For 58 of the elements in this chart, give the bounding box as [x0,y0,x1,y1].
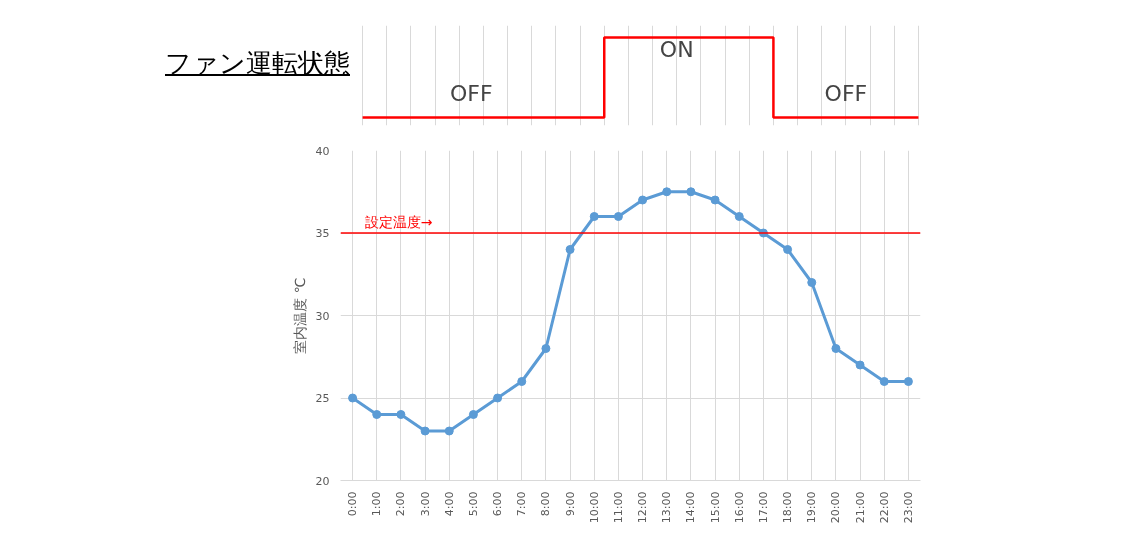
point [807,278,817,287]
point [372,410,382,419]
y-axis-title: 室内温度 ℃ [291,277,308,354]
point [565,245,575,254]
point [517,377,527,386]
point [589,212,599,221]
y-tick-label: 40 [315,144,330,158]
point [710,195,720,205]
y-tick-label: 35 [315,227,330,240]
x-tick-label: 9:00 [563,491,577,517]
point [396,410,406,419]
x-tick-label: 16:00 [732,491,746,524]
x-tick-label: 23:00 [901,491,915,524]
ref-line-label: 設定温度→ [364,214,433,230]
point [903,377,913,386]
point [493,393,503,403]
x-tick-label: 5:00 [466,491,480,517]
point [831,344,841,353]
x-tick-label: 3:00 [418,491,432,517]
x-tick-label: 11:00 [611,491,625,524]
x-tick-label: 20:00 [829,491,843,524]
x-tick-label: 1:00 [370,491,384,517]
x-tick-label: 19:00 [805,491,819,524]
point [348,393,358,403]
x-tick-label: 7:00 [515,491,529,517]
x-tick-label: 17:00 [756,491,770,524]
x-tick-label: 10:00 [587,491,601,524]
chart-title: ファン運転状態 [165,47,350,80]
x-tick-label: 0:00 [346,491,360,517]
point [444,426,454,436]
x-tick-label: 8:00 [539,491,553,517]
annotation: ON [659,36,694,62]
x-tick-label: 2:00 [394,491,408,517]
point [662,187,672,197]
point [468,410,478,419]
x-tick-label: 15:00 [708,491,722,524]
x-tick-label: 22:00 [877,491,891,524]
point [541,344,551,353]
annotation: OFF [824,80,868,106]
x-tick-label: 6:00 [491,491,505,517]
y-tick-label: 20 [315,474,330,488]
x-tick-label: 13:00 [660,491,674,524]
x-tick-label: 4:00 [442,491,456,517]
point [783,245,793,254]
y-tick-label: 30 [315,309,330,323]
point [734,212,744,221]
point [420,426,430,436]
point [686,187,696,197]
x-tick-label: 12:00 [636,491,650,524]
x-tick-label: 14:00 [684,491,698,524]
x-tick-label: 21:00 [853,491,867,524]
annotation: OFF [450,80,493,106]
y-tick-label: 25 [315,392,330,405]
point [613,212,623,221]
point [879,377,889,386]
point [855,360,865,370]
point [638,195,648,205]
x-tick-label: 18:00 [781,491,795,524]
